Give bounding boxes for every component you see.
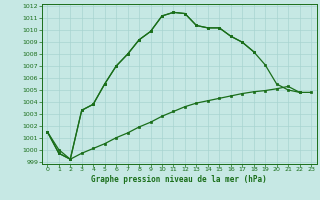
X-axis label: Graphe pression niveau de la mer (hPa): Graphe pression niveau de la mer (hPa) bbox=[91, 175, 267, 184]
